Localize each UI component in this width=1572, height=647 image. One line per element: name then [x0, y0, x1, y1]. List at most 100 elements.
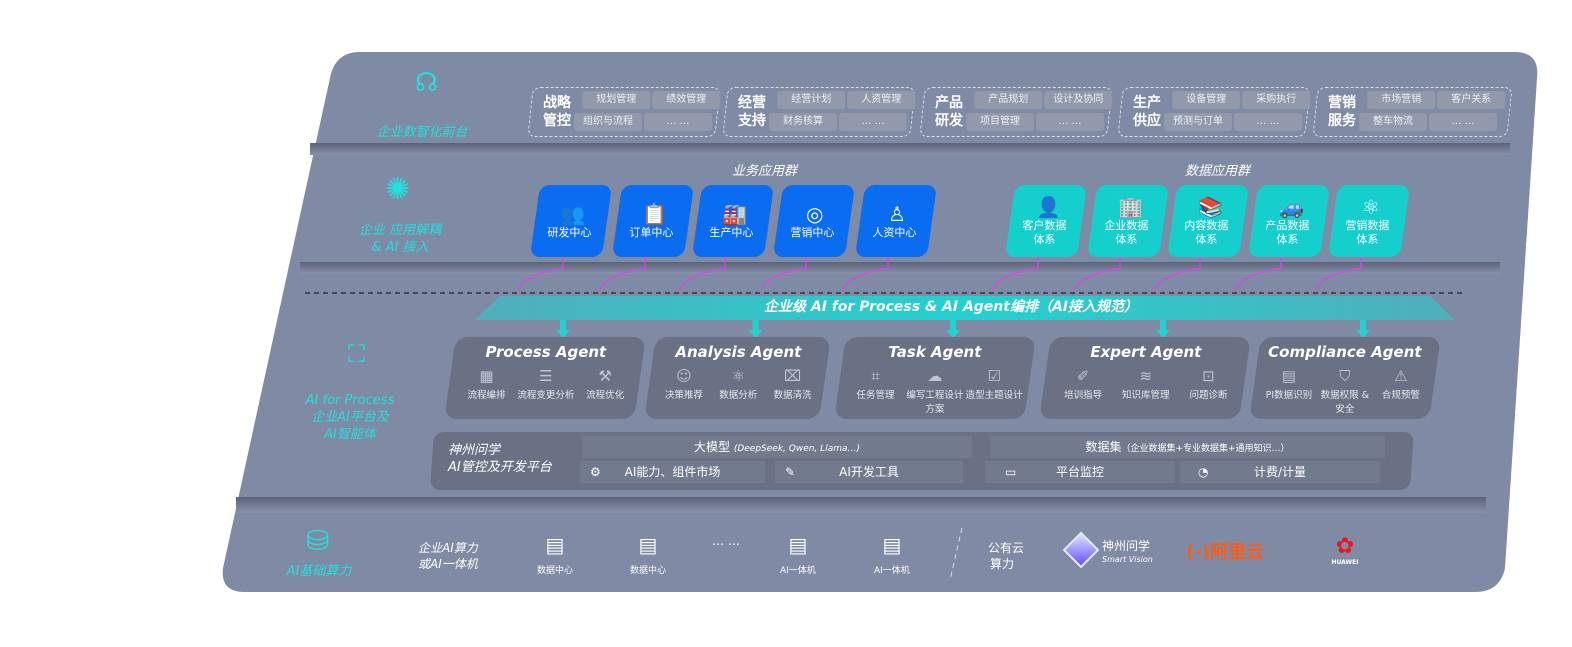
devtools-bar[interactable]: ✎ AI开发工具: [775, 461, 963, 483]
agent-card[interactable]: Analysis Agent ☺ 决策推荐 ⚛ 数据分析 ⌧ 数据清洗: [644, 337, 831, 419]
app-tile-label: 营销数据体系: [1345, 219, 1390, 246]
module-chip[interactable]: 产品规划: [974, 91, 1043, 109]
agent-card[interactable]: Process Agent ▦ 流程编排 ☰ 流程变更分析 ⚒ 流程优化: [444, 337, 646, 419]
market-icon: ⚙: [590, 465, 601, 479]
capability-label: 数据分析: [719, 390, 758, 401]
agent-card-content: Process Agent ▦ 流程编排 ☰ 流程变更分析 ⚒ 流程优化: [451, 343, 641, 401]
layers-icon: ≋: [1139, 367, 1153, 385]
capability-item: ⌗ 任务管理: [846, 367, 905, 415]
module-chip[interactable]: 财务核算: [768, 113, 837, 131]
layer4-label: AI基础算力: [286, 564, 352, 579]
billing-bar[interactable]: ◔ 计费/计量: [1180, 461, 1380, 483]
capability-label: 造型主题设计: [965, 390, 1023, 401]
module-chip[interactable]: 规划管理: [582, 91, 651, 109]
capability-item: ⚠ 合规预警: [1373, 367, 1428, 415]
module-chip[interactable]: 采购执行: [1242, 91, 1311, 109]
optimize-icon: ⚒: [598, 367, 612, 385]
connector-arrow: [679, 250, 726, 291]
app-tile[interactable]: ◎ 营销中心: [772, 185, 856, 257]
module-chip[interactable]: … …: [1233, 113, 1302, 131]
capability-label: 数据清洗: [773, 390, 812, 401]
alert-icon: ⚠: [1394, 367, 1408, 385]
compute-node-label: AI一体机: [780, 566, 816, 576]
atom-icon: ⚛: [731, 367, 746, 385]
connector-arrow: [599, 250, 646, 291]
orchestration-banner: 企业级 AI for Process & AI Agent编排（AI接入规范）: [763, 299, 1139, 315]
module-chip[interactable]: 绩效管理: [652, 91, 721, 109]
connector-arrow: [992, 250, 1039, 291]
agent-card[interactable]: Task Agent ⌗ 任务管理 ☁ 编写工程设计方案 ☑ 造型主题设计: [834, 337, 1036, 419]
app-tile[interactable]: 👥 研发中心: [529, 185, 613, 257]
building-icon: 🏢: [1117, 195, 1143, 219]
group-box: 经营支持 经营计划 人资管理 财务核算… …: [722, 87, 916, 137]
app-tile[interactable]: 🏭 生产中心: [691, 185, 775, 257]
module-chip[interactable]: … …: [1035, 113, 1104, 131]
module-chip[interactable]: … …: [643, 113, 712, 131]
app-tile[interactable]: 🚙 产品数据体系: [1247, 185, 1331, 257]
aliyun-mark: (-): [1186, 542, 1210, 563]
connector-arrow: [1074, 250, 1121, 291]
connector-arrow: [1235, 250, 1282, 291]
down-arrow: [1156, 320, 1170, 338]
app-tile[interactable]: ⚛ 营销数据体系: [1327, 185, 1411, 257]
module-chip[interactable]: 整车物流: [1358, 113, 1427, 131]
layer2-label-line1: 企业 应用解耦: [358, 223, 442, 238]
module-chip[interactable]: 设备管理: [1172, 91, 1241, 109]
devtools-label: AI开发工具: [839, 465, 899, 479]
head-icon: ☺: [676, 367, 692, 385]
module-chip[interactable]: 项目管理: [965, 113, 1034, 131]
capability-item: ☁ 编写工程设计方案: [905, 367, 964, 415]
books-icon: 📚: [1197, 195, 1223, 219]
app-tile[interactable]: 🏢 企业数据体系: [1086, 185, 1170, 257]
capability-item: ▤ PI数据识别: [1261, 367, 1316, 415]
agent-card[interactable]: Expert Agent ✐ 培训指导 ≋ 知识库管理 ⊡ 问题诊断: [1039, 337, 1251, 419]
chart-icon: ▦: [479, 367, 494, 385]
app-tile[interactable]: ♙ 人资中心: [854, 185, 938, 257]
market-bar[interactable]: ⚙ AI能力、组件市场: [580, 461, 765, 483]
app-tile-label: 企业数据体系: [1104, 219, 1149, 246]
compute-node: ▤ AI一体机: [780, 533, 816, 576]
module-chip[interactable]: 经营计划: [777, 91, 846, 109]
capability-label: PI数据识别: [1265, 390, 1313, 401]
public-cloud: 公有云 算力: [988, 540, 1024, 572]
agent-card[interactable]: Compliance Agent ▤ PI数据识别 ⛉ 数据权限 & 安全 ⚠ 合规预警: [1249, 337, 1441, 419]
ellipsis: … …: [712, 534, 740, 548]
module-chip[interactable]: … …: [1428, 113, 1497, 131]
layer3-label: AI for Process 企业AI平台及 AI智能体: [290, 392, 410, 443]
compute-node: ▤ AI一体机: [874, 533, 910, 576]
module-chip[interactable]: 组织与流程: [573, 113, 642, 131]
person-icon: ♙: [888, 202, 906, 226]
capability-label: 编写工程设计方案: [906, 390, 964, 415]
car-icon: 🚙: [1278, 195, 1304, 219]
app-tile[interactable]: 📋 订单中心: [611, 185, 695, 257]
module-chip[interactable]: … …: [838, 113, 907, 131]
aliyun-logo: (-)阿里云: [1186, 542, 1264, 564]
capability-item: ✐ 培训指导: [1052, 367, 1114, 401]
smart-vision-en: Smart Vision: [1102, 555, 1153, 564]
app-tile[interactable]: 👤 客户数据体系: [1004, 185, 1088, 257]
group-title: 产品研发: [935, 94, 963, 130]
app-tile-label: 产品数据体系: [1265, 219, 1310, 246]
capability-label: 流程编排: [467, 390, 506, 401]
monitor-bar[interactable]: ▭ 平台监控: [985, 461, 1175, 483]
agent-capabilities: ▤ PI数据识别 ⛉ 数据权限 & 安全 ⚠ 合规预警: [1255, 367, 1435, 415]
monitor-label: 平台监控: [1055, 465, 1104, 479]
group-box: 生产供应 设备管理 采购执行 预测与订单… …: [1117, 87, 1311, 137]
agent-name: Expert Agent: [1090, 343, 1202, 361]
app-tile[interactable]: 📚 内容数据体系: [1166, 185, 1250, 257]
capability-label: 问题诊断: [1189, 390, 1228, 401]
module-chip[interactable]: 市场营销: [1367, 91, 1436, 109]
enterprise-compute-line2: 或AI一体机: [418, 557, 478, 571]
data-apps-title: 数据应用群: [1185, 164, 1251, 179]
enterprise-compute-line1: 企业AI算力: [418, 541, 478, 555]
agent-card-content: Analysis Agent ☺ 决策推荐 ⚛ 数据分析 ⌧ 数据清洗: [651, 343, 826, 401]
module-chip[interactable]: 设计及协同: [1044, 91, 1113, 109]
layer3-label-line1: AI for Process: [305, 393, 395, 408]
module-chip[interactable]: 人资管理: [847, 91, 916, 109]
enterprise-compute: 企业AI算力 或AI一体机: [418, 540, 478, 572]
module-chip[interactable]: 预测与订单: [1163, 113, 1232, 131]
module-chip[interactable]: 客户关系: [1437, 91, 1506, 109]
server-icon: ▤: [545, 533, 565, 557]
gauge-icon: ◔: [1198, 465, 1209, 479]
down-arrow: [748, 320, 763, 338]
